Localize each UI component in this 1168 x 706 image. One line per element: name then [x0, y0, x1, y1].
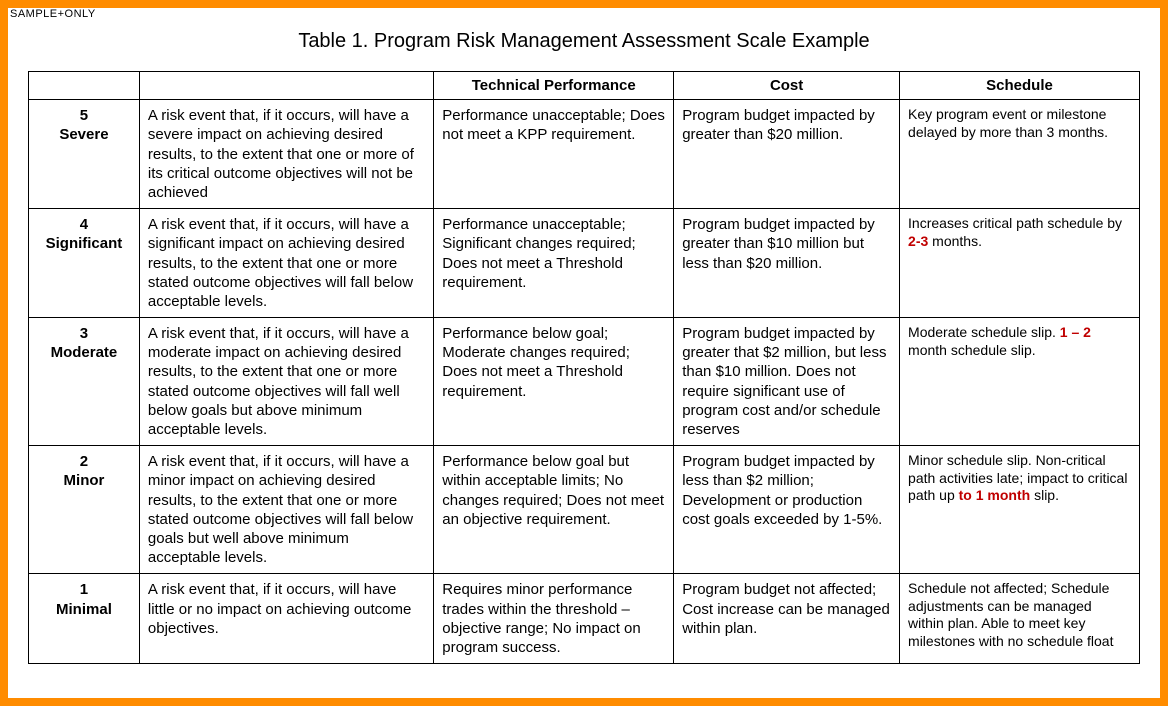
level-cell: 2Minor — [29, 446, 140, 574]
col-header-cost: Cost — [674, 72, 900, 100]
schedule-text: months. — [928, 233, 982, 249]
level-name: Minimal — [37, 600, 131, 619]
col-header-technical: Technical Performance — [434, 72, 674, 100]
description-cell: A risk event that, if it occurs, will ha… — [139, 100, 433, 209]
description-cell: A risk event that, if it occurs, will ha… — [139, 574, 433, 664]
schedule-text: Schedule not affected; Schedule adjustme… — [908, 580, 1113, 649]
schedule-cell: Minor schedule slip. Non-critical path a… — [900, 446, 1140, 574]
col-header-level — [29, 72, 140, 100]
schedule-text: Moderate schedule slip. — [908, 324, 1060, 340]
schedule-text: slip. — [1030, 487, 1059, 503]
description-cell: A risk event that, if it occurs, will ha… — [139, 209, 433, 318]
level-name: Severe — [37, 125, 131, 144]
level-number: 1 — [37, 580, 131, 599]
table-row: 1MinimalA risk event that, if it occurs,… — [29, 574, 1140, 664]
description-cell: A risk event that, if it occurs, will ha… — [139, 318, 433, 446]
table-title: Table 1. Program Risk Management Assessm… — [28, 30, 1140, 53]
schedule-text: Key program event or milestone delayed b… — [908, 106, 1108, 140]
schedule-cell: Key program event or milestone delayed b… — [900, 100, 1140, 209]
technical-cell: Performance below goal; Moderate changes… — [434, 318, 674, 446]
watermark-label: SAMPLE+ONLY — [10, 8, 96, 20]
table-row: 5SevereA risk event that, if it occurs, … — [29, 100, 1140, 209]
schedule-cell: Moderate schedule slip. 1 – 2 month sche… — [900, 318, 1140, 446]
cost-cell: Program budget impacted by greater than … — [674, 100, 900, 209]
table-row: 2MinorA risk event that, if it occurs, w… — [29, 446, 1140, 574]
table-header-row: Technical Performance Cost Schedule — [29, 72, 1140, 100]
level-name: Moderate — [37, 343, 131, 362]
level-number: 4 — [37, 215, 131, 234]
table-row: 4SignificantA risk event that, if it occ… — [29, 209, 1140, 318]
col-header-description — [139, 72, 433, 100]
schedule-cell: Schedule not affected; Schedule adjustme… — [900, 574, 1140, 664]
level-cell: 4Significant — [29, 209, 140, 318]
risk-assessment-table: Technical Performance Cost Schedule 5Sev… — [28, 71, 1140, 664]
schedule-text: Increases critical path schedule by — [908, 215, 1122, 231]
description-cell: A risk event that, if it occurs, will ha… — [139, 446, 433, 574]
cost-cell: Program budget impacted by greater than … — [674, 209, 900, 318]
level-name: Minor — [37, 471, 131, 490]
cost-cell: Program budget impacted by less than $2 … — [674, 446, 900, 574]
schedule-highlight: 1 – 2 — [1060, 324, 1091, 340]
table-row: 3ModerateA risk event that, if it occurs… — [29, 318, 1140, 446]
cost-cell: Program budget not affected; Cost increa… — [674, 574, 900, 664]
schedule-text: month schedule slip. — [908, 342, 1036, 358]
level-cell: 1Minimal — [29, 574, 140, 664]
level-number: 5 — [37, 106, 131, 125]
technical-cell: Requires minor performance trades within… — [434, 574, 674, 664]
technical-cell: Performance below goal but within accept… — [434, 446, 674, 574]
technical-cell: Performance unacceptable; Does not meet … — [434, 100, 674, 209]
schedule-cell: Increases critical path schedule by 2-3 … — [900, 209, 1140, 318]
schedule-highlight: 2-3 — [908, 233, 928, 249]
level-number: 3 — [37, 324, 131, 343]
document-frame: SAMPLE+ONLY Table 1. Program Risk Manage… — [0, 0, 1168, 706]
level-cell: 5Severe — [29, 100, 140, 209]
technical-cell: Performance unacceptable; Significant ch… — [434, 209, 674, 318]
schedule-highlight: to 1 month — [959, 487, 1031, 503]
level-name: Significant — [37, 234, 131, 253]
cost-cell: Program budget impacted by greater that … — [674, 318, 900, 446]
level-cell: 3Moderate — [29, 318, 140, 446]
col-header-schedule: Schedule — [900, 72, 1140, 100]
level-number: 2 — [37, 452, 131, 471]
